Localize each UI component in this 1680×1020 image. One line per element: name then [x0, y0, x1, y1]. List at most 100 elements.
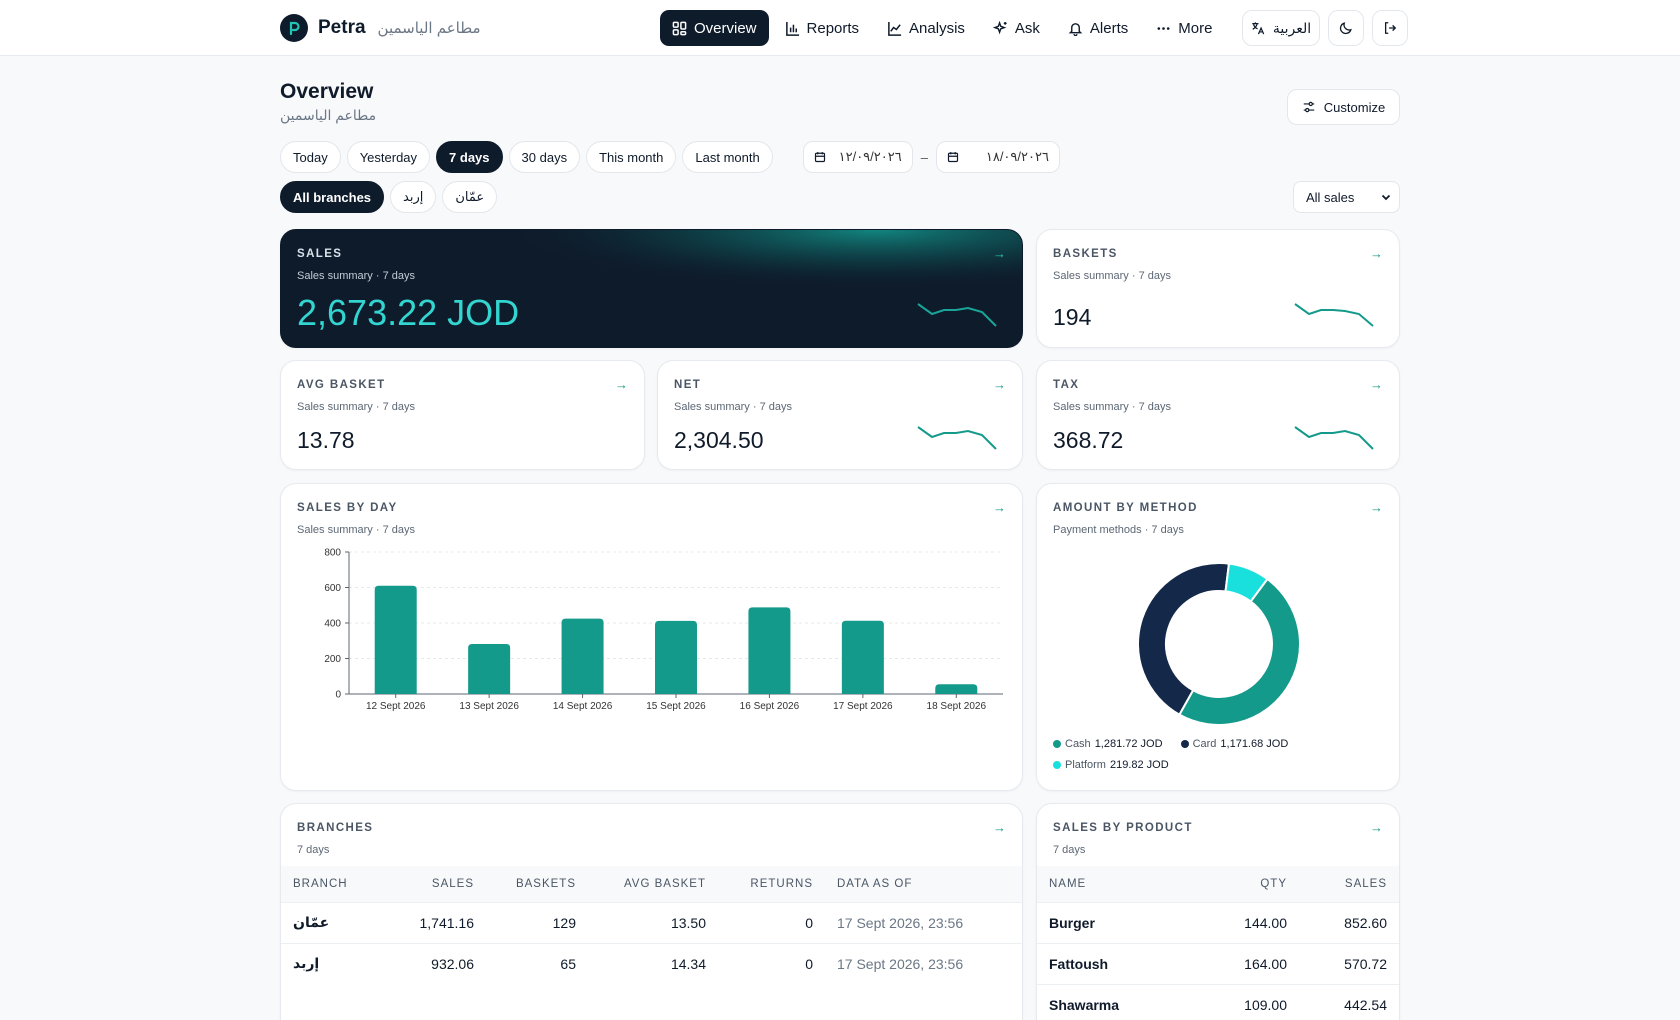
- arrow-right-icon[interactable]: →: [993, 500, 1006, 515]
- date-to-input[interactable]: ١٨/٠٩/٢٠٢٦: [935, 141, 1060, 173]
- legend-dot: [1053, 740, 1061, 748]
- sales-type-select[interactable]: All sales: [1293, 181, 1400, 213]
- translate-icon: [1252, 22, 1265, 35]
- legend-label: Card: [1192, 738, 1217, 750]
- nav-reports[interactable]: Reports: [773, 10, 872, 46]
- card-subtitle: Payment methods · 7 days: [1053, 524, 1184, 536]
- branch-irbid[interactable]: إربد: [390, 181, 437, 213]
- donut-slice: [1178, 577, 1301, 726]
- branch-data-as-of: 17 Sept 2026, 23:56: [825, 901, 1022, 943]
- branch-avg-basket: 13.50: [588, 901, 718, 943]
- net-kpi-card[interactable]: NET Sales summary · 7 days → 2,304.50: [657, 360, 1023, 470]
- x-tick-label: 15 Sept 2026: [646, 701, 706, 712]
- customize-button[interactable]: Customize: [1287, 89, 1400, 125]
- logout-button[interactable]: [1372, 10, 1408, 46]
- branch-name: عمّان: [281, 901, 381, 943]
- product-sales: 570.72: [1299, 942, 1399, 984]
- nav-analysis[interactable]: Analysis: [875, 10, 977, 46]
- branches-card: BRANCHES 7 days → BRANCH SALES BASKETS A…: [280, 803, 1023, 1020]
- baskets-kpi-card[interactable]: BASKETS Sales summary · 7 days → 194: [1036, 229, 1400, 348]
- logout-icon: [1384, 22, 1397, 34]
- sparkline-chart: [917, 303, 997, 327]
- x-tick-label: 12 Sept 2026: [366, 701, 426, 712]
- date-to-value: ١٨/٠٩/٢٠٢٦: [985, 149, 1049, 164]
- column-header[interactable]: BRANCH: [281, 866, 381, 902]
- arrow-right-icon[interactable]: →: [1370, 246, 1383, 261]
- card-title: TAX: [1053, 379, 1080, 391]
- product-sales: 442.54: [1299, 983, 1399, 1020]
- branch-returns: 0: [718, 942, 825, 984]
- column-header[interactable]: AVG BASKET: [588, 866, 718, 902]
- column-header[interactable]: RETURNS: [718, 866, 825, 902]
- grid-icon: [672, 21, 687, 35]
- period-this-month[interactable]: This month: [586, 141, 677, 173]
- table-row[interactable]: عمّان 1,741.16 129 13.50 0 17 Sept 2026,…: [281, 901, 1022, 943]
- nav-more[interactable]: More: [1144, 10, 1224, 46]
- arrow-right-icon[interactable]: →: [993, 246, 1006, 261]
- date-from-input[interactable]: ١٢/٠٩/٢٠٢٦: [802, 141, 913, 173]
- period-7-days[interactable]: 7 days: [436, 141, 503, 173]
- product-name: Shawarma: [1037, 983, 1194, 1020]
- avg-basket-kpi-card[interactable]: AVG BASKET Sales summary · 7 days → 13.7…: [280, 360, 645, 470]
- table-row[interactable]: Shawarma 109.00 442.54: [1037, 983, 1399, 1020]
- column-header[interactable]: SALES: [381, 866, 486, 902]
- date-from-value: ١٢/٠٩/٢٠٢٦: [838, 149, 902, 164]
- product-name: Fattoush: [1037, 942, 1194, 984]
- column-header[interactable]: NAME: [1037, 866, 1194, 902]
- bar: [655, 620, 697, 694]
- branch-amman[interactable]: عمّان: [442, 181, 498, 213]
- kpi-value: 2,304.50: [674, 427, 764, 453]
- nav-label: Alerts: [1089, 19, 1129, 37]
- brand[interactable]: Petra مطاعم الياسمين: [280, 14, 481, 42]
- table-header-row: BRANCH SALES BASKETS AVG BASKET RETURNS …: [281, 866, 1022, 902]
- arrow-right-icon[interactable]: →: [1370, 820, 1383, 835]
- table-row[interactable]: Burger 144.00 852.60: [1037, 901, 1399, 943]
- theme-toggle-button[interactable]: [1328, 10, 1364, 46]
- table-row[interactable]: Fattoush 164.00 570.72: [1037, 942, 1399, 984]
- calendar-icon: [947, 152, 959, 163]
- bar: [561, 618, 604, 694]
- legend-value: 219.82 JOD: [1109, 759, 1169, 771]
- bar: [374, 585, 417, 694]
- branch-data-as-of: 17 Sept 2026, 23:56: [825, 942, 1022, 984]
- card-title: SALES: [297, 248, 343, 260]
- column-header[interactable]: BASKETS: [486, 866, 588, 902]
- sales-by-day-chart: 0 200 400 600 800 12 Sept 2026 13 Sept 2026 14 …: [324, 548, 1003, 712]
- products-table: NAME QTY SALES Burger 144.00 852.60 Fatt…: [1037, 866, 1399, 1020]
- period-30-days[interactable]: 30 days: [508, 141, 581, 173]
- arrow-right-icon[interactable]: →: [993, 820, 1006, 835]
- legend-value: 1,281.72 JOD: [1094, 738, 1163, 750]
- product-name: Burger: [1037, 901, 1194, 943]
- table-row[interactable]: إربد 932.06 65 14.34 0 17 Sept 2026, 23:…: [281, 942, 1022, 984]
- nav-label: Analysis: [909, 19, 965, 37]
- sales-by-day-card: SALES BY DAY Sales summary · 7 days → 0 2…: [280, 483, 1023, 791]
- chevron-down-icon: [1381, 194, 1391, 201]
- arrow-right-icon[interactable]: →: [1370, 500, 1383, 515]
- branch-name: إربد: [281, 942, 381, 984]
- bell-icon: [1068, 22, 1083, 36]
- language-button[interactable]: العربية: [1242, 10, 1320, 46]
- period-yesterday[interactable]: Yesterday: [346, 141, 431, 173]
- card-subtitle: 7 days: [297, 844, 330, 856]
- period-today[interactable]: Today: [280, 141, 341, 173]
- branches-table: BRANCH SALES BASKETS AVG BASKET RETURNS …: [281, 866, 1022, 984]
- nav-overview[interactable]: Overview: [660, 10, 769, 46]
- nav-alerts[interactable]: Alerts: [1056, 10, 1140, 46]
- period-last-month[interactable]: Last month: [682, 141, 773, 173]
- column-header[interactable]: SALES: [1299, 866, 1399, 902]
- branch-avg-basket: 14.34: [588, 942, 718, 984]
- card-title: NET: [674, 379, 702, 391]
- card-subtitle: Sales summary · 7 days: [297, 401, 415, 413]
- column-header[interactable]: DATA AS OF: [825, 866, 1022, 902]
- tax-kpi-card[interactable]: TAX Sales summary · 7 days → 368.72: [1036, 360, 1400, 470]
- arrow-right-icon[interactable]: →: [1370, 377, 1383, 392]
- arrow-right-icon[interactable]: →: [615, 377, 628, 392]
- nav-ask[interactable]: Ask: [981, 10, 1052, 46]
- donut-slice: [1224, 562, 1269, 603]
- card-title: SALES BY DAY: [297, 502, 398, 514]
- arrow-right-icon[interactable]: →: [993, 377, 1006, 392]
- column-header[interactable]: QTY: [1194, 866, 1299, 902]
- sales-kpi-card[interactable]: SALES Sales summary · 7 days → 2,673.22 …: [280, 229, 1023, 348]
- card-subtitle: Sales summary · 7 days: [297, 524, 415, 536]
- branch-all[interactable]: All branches: [280, 181, 385, 213]
